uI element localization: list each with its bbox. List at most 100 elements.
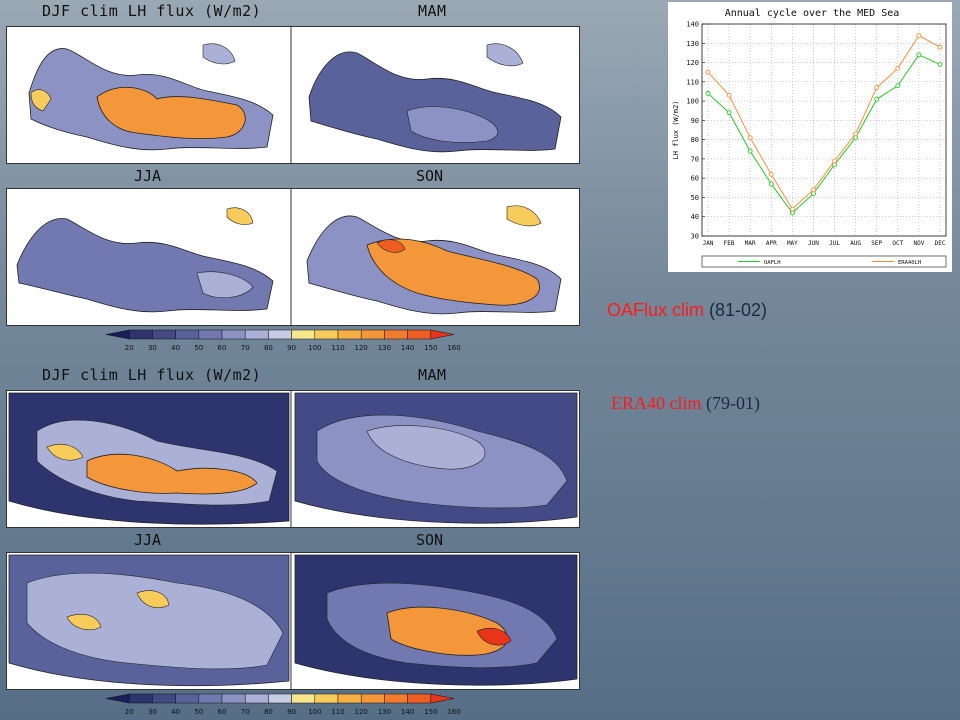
oaflux-jja-son-maps	[7, 189, 579, 325]
era40-djf-title: DJF clim LH flux (W/m2)	[42, 366, 262, 384]
era40-colorbar-tick-label: 120	[355, 708, 368, 716]
era40-colorbar-swatch	[152, 693, 176, 704]
chart-point-oaflh	[895, 83, 901, 89]
chart-point-era40lh	[916, 33, 922, 39]
chart-point-era40lh	[705, 69, 711, 75]
era40-label-years: (79-01)	[701, 393, 760, 413]
chart-point-era40lh	[768, 171, 774, 177]
annual-cycle-svg: Annual cycle over the MED Sea LH flux (W…	[672, 8, 947, 268]
era40-colorbar-swatch	[244, 693, 269, 704]
chart-x-tick-label: JUN	[808, 240, 819, 247]
oaflux-colorbar-swatch	[337, 329, 362, 340]
era40-jja-son-maps	[7, 553, 579, 689]
oaflux-colorbar-swatch	[291, 329, 316, 340]
era40-colorbar-tick-label: 80	[264, 708, 273, 716]
chart-point-oaflh	[916, 52, 922, 58]
chart-legend-label: ERA40LH	[898, 260, 921, 266]
era40-colorbar-swatch	[221, 693, 246, 704]
chart-point-era40lh	[811, 187, 816, 193]
chart-point-oaflh	[937, 62, 943, 67]
chart-series-line-oaflh	[707, 54, 941, 214]
oaflux-mam-title: MAM	[418, 2, 447, 20]
era40-maps-row-1	[6, 390, 580, 528]
era40-colorbar: 20 30 40 50 60 70 80 90 100 110 120 130 140 150 160	[105, 693, 461, 716]
oaflux-colorbar: 20 30 40 50 60 70 80 90 100 110 120 130 140 150 160	[105, 329, 461, 352]
oaflux-colorbar-tick-label: 30	[148, 344, 157, 352]
chart-y-tick-label: 100	[686, 98, 699, 106]
era40-colorbar-swatch	[337, 693, 362, 704]
era40-colorbar-swatch	[360, 693, 385, 704]
oaflux-jja-title: JJA	[134, 167, 162, 185]
chart-point-era40lh	[895, 65, 901, 71]
chart-legend: OAFLH ERA40LH	[701, 255, 947, 268]
chart-point-era40lh	[789, 206, 795, 212]
era40-colorbar-tick-label: 60	[218, 708, 227, 716]
oaflux-label-name: OAFlux clim	[607, 300, 705, 320]
chart-x-tick-label: JUL	[829, 240, 840, 247]
era40-subheader: JJA SON	[6, 530, 580, 550]
oaflux-subheader: JJA SON	[6, 166, 580, 186]
oaflux-colorbar-tick-label: 20	[125, 344, 134, 352]
oaflux-colorbar-swatch	[221, 329, 246, 340]
chart-y-tick-label: 140	[686, 21, 699, 29]
era40-colorbar-tick-label: 130	[378, 708, 391, 716]
era40-colorbar-swatch	[175, 693, 200, 704]
chart-y-tick-label: 90	[691, 117, 699, 125]
era40-colorbar-tick-label: 160	[447, 708, 460, 716]
oaflux-maps-row-2	[6, 188, 580, 326]
era40-colorbar-swatch	[291, 693, 316, 704]
chart-point-oaflh	[705, 90, 711, 96]
era40-colorbar-tick-label: 110	[331, 708, 344, 716]
era40-colorbar-swatch	[384, 693, 408, 704]
oaflux-djf-mam-maps	[7, 27, 579, 163]
oaflux-maps-row-1	[6, 26, 580, 164]
oaflux-colorbar-tick-label: 110	[331, 344, 344, 352]
chart-y-tick-label: 30	[691, 233, 699, 241]
era40-header: DJF clim LH flux (W/m2) MAM	[6, 364, 580, 386]
chart-x-tick-label: OCT	[892, 240, 903, 247]
oaflux-djf-title: DJF clim LH flux (W/m2)	[42, 2, 262, 20]
oaflux-colorbar-tick-label: 140	[401, 344, 414, 352]
era40-colorbar-tick-label: 50	[194, 708, 203, 716]
chart-y-tick-label: 80	[691, 136, 699, 144]
chart-series	[705, 33, 943, 216]
era40-colorbar-tick-label: 70	[241, 708, 250, 716]
chart-point-oaflh	[768, 181, 774, 187]
oaflux-colorbar-tick-label: 130	[378, 344, 391, 352]
annual-cycle-chart: Annual cycle over the MED Sea LH flux (W…	[668, 2, 952, 272]
chart-y-tick-label: 50	[691, 194, 699, 202]
era40-colorbar-swatch	[105, 693, 130, 704]
chart-x-tick-label: DEC	[935, 240, 946, 247]
chart-point-era40lh	[937, 44, 943, 50]
chart-y-tick-label: 70	[691, 155, 699, 163]
era40-colorbar-tick-label: 140	[401, 708, 414, 716]
chart-point-era40lh	[832, 158, 837, 164]
oaflux-colorbar-swatch	[128, 329, 153, 340]
chart-x-tick-label: MAR	[745, 240, 756, 247]
era40-colorbar-swatch	[268, 693, 292, 704]
era40-mam-title: MAM	[418, 366, 447, 384]
era40-colorbar-ticks: 20 30 40 50 60 70 80 90 100 110 120 130 140 150 160	[125, 708, 461, 716]
chart-legend-label: OAFLH	[764, 260, 781, 266]
chart-y-tick-label: 110	[686, 78, 699, 86]
oaflux-label: OAFlux clim (81-02)	[607, 300, 767, 321]
era40-label: ERA40 clim (79-01)	[611, 393, 760, 414]
chart-x-tick-label: NOV	[913, 240, 924, 247]
chart-y-tick-label: 130	[686, 40, 699, 48]
chart-point-era40lh	[747, 135, 753, 141]
era40-son-title: SON	[416, 531, 444, 549]
era40-colorbar-swatch	[128, 693, 153, 704]
chart-legend-box	[701, 255, 947, 268]
era40-colorbar-swatches	[105, 693, 455, 704]
era40-colorbar-swatch	[430, 693, 455, 704]
oaflux-colorbar-swatch	[268, 329, 292, 340]
era40-colorbar-swatch	[407, 693, 432, 704]
era40-maps-row-2	[6, 552, 580, 690]
oaflux-colorbar-tick-label: 120	[355, 344, 368, 352]
oaflux-colorbar-swatch	[384, 329, 408, 340]
oaflux-header: DJF clim LH flux (W/m2) MAM	[6, 0, 580, 22]
chart-point-oaflh	[874, 96, 880, 102]
chart-x-tick-label: FEB	[724, 240, 735, 247]
oaflux-colorbar-swatch	[198, 329, 223, 340]
chart-y-axis-label: LH flux (W/m2)	[672, 100, 680, 159]
